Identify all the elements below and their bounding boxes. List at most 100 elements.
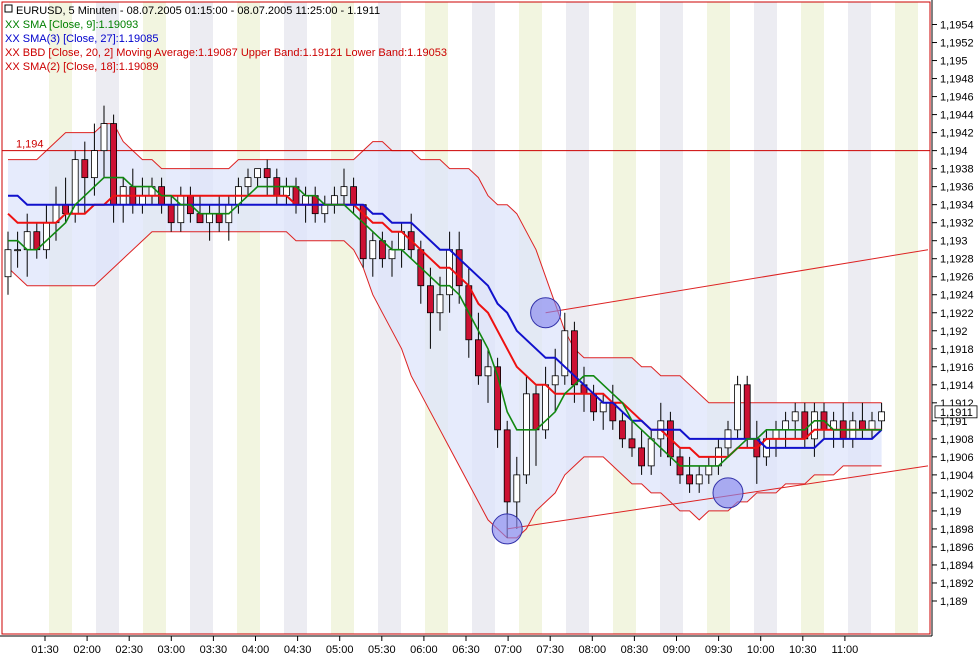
candle-up: [695, 474, 703, 485]
candle-up: [599, 402, 607, 413]
x-tick-label: 07:30: [536, 644, 564, 656]
y-tick-label: 1,1926: [940, 272, 974, 284]
time-stripe: [190, 2, 213, 634]
time-stripe: [848, 2, 871, 634]
candle-down: [263, 168, 271, 179]
candle-down: [638, 447, 645, 467]
x-tick-label: 07:00: [494, 644, 522, 656]
legend: EURUSD, 5 Minuten - 08.07.2005 01:15:00 …: [4, 4, 447, 73]
candle-up: [302, 195, 310, 206]
y-tick-label: 1,1906: [940, 452, 974, 464]
y-tick-label: 1,1932: [940, 218, 974, 230]
x-tick-label: 01:30: [31, 644, 59, 656]
time-stripe: [96, 2, 119, 634]
candle-down: [110, 123, 117, 206]
y-tick-label: 1,1902: [940, 488, 974, 500]
y-tick-label: 1,1948: [940, 74, 974, 86]
x-tick-label: 06:00: [410, 644, 438, 656]
time-stripe: [49, 2, 72, 634]
candle-up: [177, 195, 185, 224]
candle-down: [196, 213, 204, 224]
candle-up: [388, 249, 396, 260]
y-tick-label: 1,1904: [940, 470, 974, 482]
x-tick-label: 11:00: [832, 644, 859, 656]
time-stripe: [895, 2, 918, 634]
y-tick-label: 1,189: [940, 596, 968, 608]
y-tick-label: 1,1918: [940, 344, 974, 356]
time-stripe: [613, 2, 636, 634]
time-stripe: [331, 2, 354, 634]
time-stripe: [660, 2, 683, 634]
pivot-markers[interactable]: [491, 297, 744, 545]
y-tick-label: 1,1946: [940, 92, 974, 104]
x-tick-label: 02:30: [115, 644, 143, 656]
y-tick-label: 1,195: [940, 56, 968, 68]
x-axis: 01:30 02:00 02:30 03:00 03:30 04:00 04:30 05:00…: [0, 635, 932, 660]
candle-up: [772, 429, 780, 440]
candle-down: [494, 366, 502, 431]
plot-frame: [1, 1, 931, 635]
y-tick-label: 1,1954: [940, 20, 974, 32]
y-tick-label: 1,1928: [940, 254, 974, 266]
candle-down: [503, 429, 511, 503]
y-tick-label: 1,1892: [940, 578, 974, 590]
candle-up: [878, 411, 885, 422]
candle-down: [801, 411, 809, 440]
y-tick-label: 1,1936: [940, 182, 974, 194]
candle-up: [254, 168, 262, 179]
instrument-title: EURUSD, 5 Minuten - 08.07.2005 01:15:00 …: [16, 5, 380, 17]
horizontal-line: 1,194: [2, 139, 930, 152]
window-box-icon[interactable]: [4, 4, 13, 13]
pivot-marker[interactable]: [530, 297, 562, 329]
sma27-line: [8, 194, 883, 449]
candle-up: [523, 393, 530, 476]
x-tick-label: 08:00: [579, 644, 607, 656]
x-tick-label: 05:00: [326, 644, 354, 656]
x-tick-label: 08:30: [621, 644, 649, 656]
candle-up: [4, 249, 12, 278]
sma9-line: [8, 176, 882, 467]
y-tick-label: 1,1898: [940, 524, 974, 536]
x-tick-label: 02:00: [73, 644, 101, 656]
candle-up: [91, 150, 98, 179]
candle-up: [206, 213, 214, 224]
x-tick-label: 09:00: [663, 644, 691, 656]
y-tick-label: 1,194: [940, 146, 968, 158]
x-tick-label: 03:00: [158, 644, 186, 656]
candle-up: [100, 123, 108, 152]
y-tick-label: 1,1916: [940, 362, 974, 374]
candle-up: [340, 186, 348, 197]
time-stripe: [143, 2, 166, 634]
candle-up: [647, 438, 655, 467]
time-stripe: [237, 2, 260, 634]
y-tick-label: 1,1938: [940, 164, 974, 176]
x-tick-label: 04:00: [242, 644, 270, 656]
y-tick-label: 1,1942: [940, 128, 974, 140]
legend-entry: XX BBD [Close, 20, 2] Moving Average:1.1…: [5, 47, 447, 59]
y-tick-label: 1,1908: [940, 434, 974, 446]
pivot-marker[interactable]: [491, 513, 523, 545]
candle-up: [484, 366, 492, 377]
candle-down: [426, 285, 434, 314]
x-tick-label: 09:30: [705, 644, 733, 656]
x-tick-label: 10:30: [789, 644, 817, 656]
trendline-2[interactable]: [545, 249, 929, 314]
time-stripe: [801, 2, 824, 634]
y-tick-label: 1,1914: [940, 380, 974, 392]
candle-down: [686, 474, 693, 485]
candle-up: [244, 177, 252, 188]
candle-down: [859, 420, 866, 431]
time-stripe: [566, 2, 589, 634]
candle-up: [282, 186, 290, 197]
candle-down: [350, 186, 358, 206]
last-price-label: 1,1911: [940, 407, 973, 419]
y-axis: 1,1954 1,1952 1,195 1,1948 1,1946 1,1944 1,194…: [931, 0, 980, 660]
candle-up: [734, 384, 741, 431]
legend-entry: XX SMA(3) [Close, 27]:1.19085: [5, 33, 158, 45]
y-axis-panel: [931, 0, 980, 660]
pivot-marker[interactable]: [712, 477, 744, 509]
x-tick-label: 10:00: [747, 644, 775, 656]
candle-up: [138, 195, 146, 206]
